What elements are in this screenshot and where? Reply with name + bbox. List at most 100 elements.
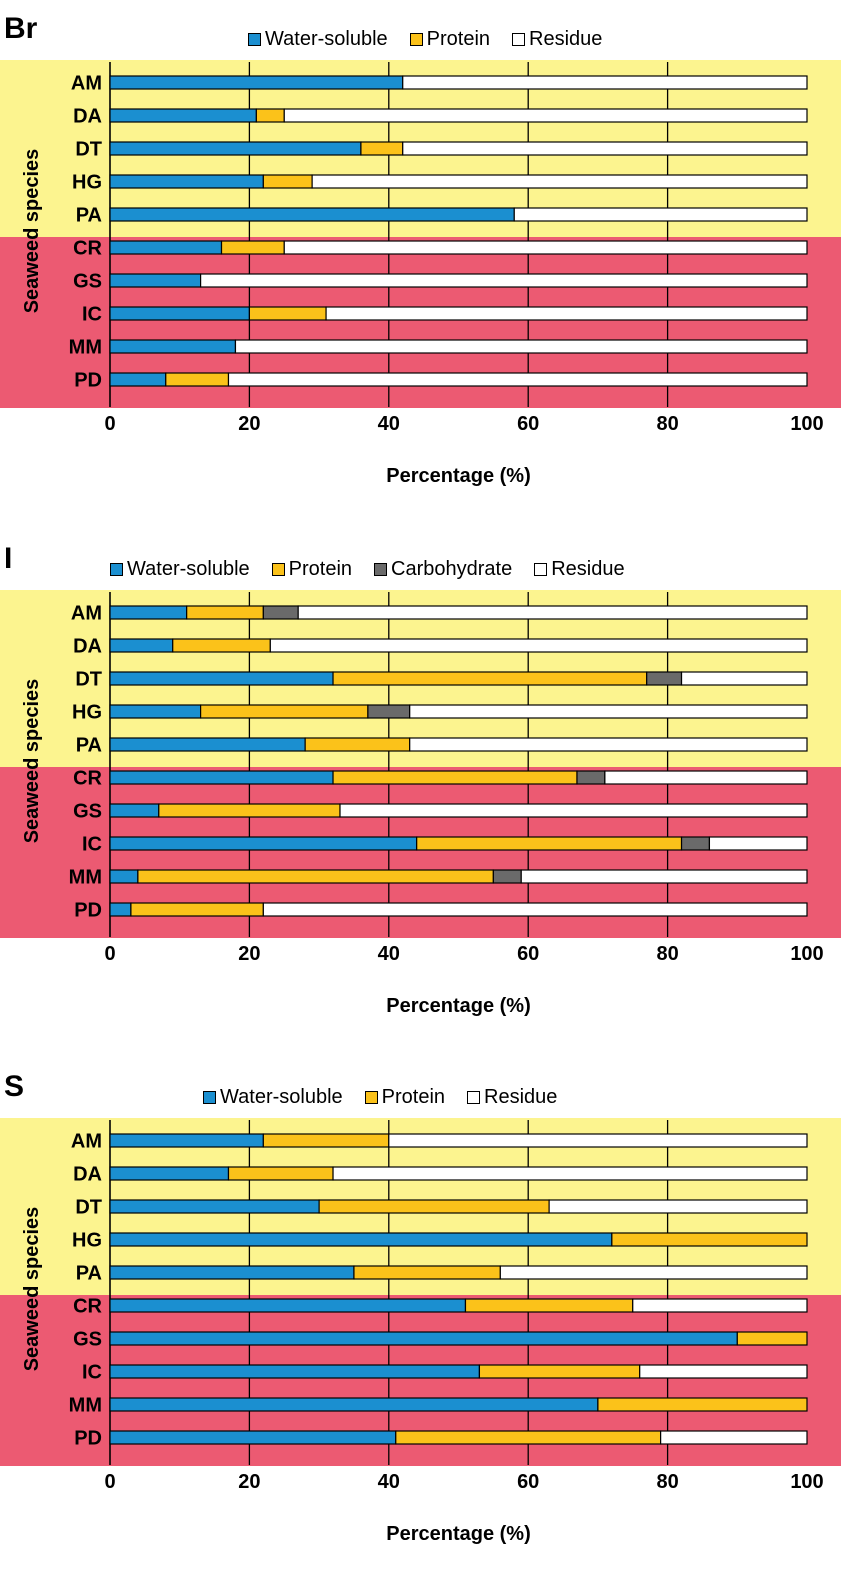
- bar-segment: [109, 1364, 481, 1379]
- legend-swatch: [248, 33, 261, 46]
- legend-item: Protein: [364, 1086, 446, 1109]
- bar-segment: [639, 1364, 808, 1379]
- legend-item: Protein: [271, 558, 353, 581]
- legend-item: Residue: [467, 1086, 557, 1109]
- category-label: AM: [71, 603, 102, 625]
- legend-label: Protein: [426, 28, 491, 50]
- bar-segment: [109, 737, 306, 752]
- stacked-bar-chart: AM DA DT HG PA CR GS IC MM PD0 20 40 60 80 100 Percenta…: [0, 590, 841, 1017]
- bar-segment: [109, 1298, 467, 1313]
- category-label: HG: [72, 702, 102, 724]
- bar-segment: [520, 869, 808, 884]
- bar-segment: [548, 1199, 808, 1214]
- bar-segment: [109, 770, 334, 785]
- legend-label: Water-soluble: [220, 1086, 343, 1108]
- stacked-bar-chart: AM DA DT HG PA CR GS IC MM PD0 20 40 60 80 100 Percenta…: [0, 60, 841, 487]
- legend-swatch: [409, 33, 423, 46]
- bar-segment: [109, 1199, 320, 1214]
- bar-segment: [311, 174, 808, 189]
- category-label: PA: [76, 735, 102, 757]
- bar-segment: [409, 737, 808, 752]
- category-label: IC: [82, 1362, 102, 1384]
- bar-segment: [109, 306, 250, 321]
- legend: Water-soluble Protein Residue: [248, 28, 602, 51]
- legend-item: Residue: [512, 28, 602, 51]
- legend-label: Protein: [381, 1086, 446, 1108]
- bar-segment: [109, 836, 418, 851]
- category-label: GS: [73, 271, 102, 293]
- x-axis-title: Percentage (%): [386, 1523, 531, 1545]
- bar-segment: [109, 704, 202, 719]
- bar-segment: [492, 869, 522, 884]
- bar-segment: [109, 273, 202, 288]
- bar-segment: [158, 803, 341, 818]
- legend-swatch: [271, 563, 285, 576]
- category-label: PD: [74, 1428, 102, 1450]
- category-label: GS: [73, 1329, 102, 1351]
- bar-segment: [402, 141, 808, 156]
- bar-segment: [332, 1166, 808, 1181]
- bar-segment: [499, 1265, 808, 1280]
- chart-panel-s: S Water-soluble Protein Residue AM DA DT HG PA CR…: [0, 1058, 841, 1557]
- legend: Water-soluble Protein Residue: [203, 1086, 557, 1109]
- category-label: HG: [72, 172, 102, 194]
- x-tick-label: 100: [790, 413, 823, 435]
- bar-segment: [646, 671, 683, 686]
- panel-label: I: [4, 542, 13, 575]
- bar-segment: [283, 240, 808, 255]
- bar-segment: [109, 803, 160, 818]
- category-label: DT: [75, 669, 102, 691]
- category-label: CR: [73, 1296, 102, 1318]
- bar-segment: [478, 1364, 641, 1379]
- bar-segment: [660, 1430, 808, 1445]
- legend-label: Residue: [529, 28, 603, 50]
- x-tick-label: 20: [238, 943, 260, 965]
- bar-segment: [137, 869, 494, 884]
- bar-segment: [109, 75, 404, 90]
- bar-segment: [680, 671, 808, 686]
- bar-segment: [409, 704, 808, 719]
- bar-segment: [680, 836, 711, 851]
- category-label: MM: [69, 867, 102, 889]
- category-label: DT: [75, 1197, 102, 1219]
- category-label: DA: [73, 106, 102, 128]
- legend-swatch: [374, 563, 388, 576]
- bar-segment: [325, 306, 808, 321]
- bar-segment: [109, 638, 174, 653]
- bar-segment: [109, 207, 515, 222]
- bar-segment: [227, 1166, 334, 1181]
- x-tick-label: 80: [656, 413, 678, 435]
- x-axis-title: Percentage (%): [386, 995, 531, 1017]
- bar-segment: [262, 902, 808, 917]
- bar-segment: [109, 1232, 613, 1247]
- category-label: AM: [71, 73, 102, 95]
- chart-panel-i: I Water-soluble Protein Carbohydrate Residue…: [0, 530, 841, 1050]
- bar-segment: [604, 770, 808, 785]
- category-label: MM: [69, 337, 102, 359]
- x-tick-label: 20: [238, 413, 260, 435]
- bar-segment: [130, 902, 264, 917]
- bar-segment: [464, 1298, 634, 1313]
- bar-segment: [318, 1199, 550, 1214]
- bar-segment: [736, 1331, 808, 1346]
- bar-segment: [367, 704, 411, 719]
- x-tick-label: 60: [517, 413, 539, 435]
- bar-segment: [227, 372, 808, 387]
- bar-segment: [611, 1232, 808, 1247]
- legend-item: Protein: [409, 28, 491, 51]
- x-tick-label: 100: [790, 943, 823, 965]
- bar-segment: [200, 273, 808, 288]
- bar-segment: [109, 605, 188, 620]
- bar-segment: [262, 605, 299, 620]
- stacked-bar-chart: AM DA DT HG PA CR GS IC MM PD0 20 40 60 80 100 Percenta…: [0, 1118, 841, 1545]
- legend-label: Residue: [484, 1086, 558, 1108]
- x-tick-label: 60: [517, 1471, 539, 1493]
- legend-swatch: [364, 1091, 378, 1104]
- bar-segment: [109, 372, 167, 387]
- x-tick-label: 60: [517, 943, 539, 965]
- bar-segment: [632, 1298, 808, 1313]
- legend-label: Protein: [288, 558, 353, 580]
- bar-segment: [109, 1166, 230, 1181]
- x-tick-label: 0: [104, 1471, 115, 1493]
- bar-segment: [248, 306, 327, 321]
